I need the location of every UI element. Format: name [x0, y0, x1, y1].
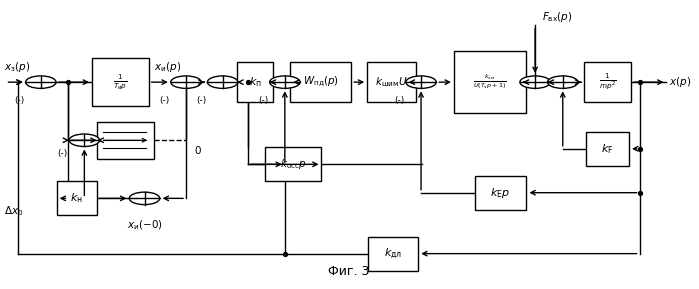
FancyBboxPatch shape — [586, 132, 629, 166]
Circle shape — [270, 76, 300, 88]
Circle shape — [208, 76, 238, 88]
Circle shape — [171, 76, 201, 88]
Text: $k_{\rm осс}p$: $k_{\rm осс}p$ — [280, 157, 307, 171]
FancyBboxPatch shape — [368, 237, 418, 271]
Text: $k_{\rm F}$: $k_{\rm F}$ — [602, 142, 614, 156]
Text: $W_{\rm пд}(p)$: $W_{\rm пд}(p)$ — [303, 75, 339, 89]
FancyBboxPatch shape — [97, 122, 154, 159]
Text: (-): (-) — [57, 149, 68, 158]
Text: $\frac{1}{T_{\rm и}p}$: $\frac{1}{T_{\rm и}p}$ — [113, 72, 128, 92]
Text: $F_{\rm вх}(p)$: $F_{\rm вх}(p)$ — [542, 10, 572, 24]
Text: (-): (-) — [258, 96, 268, 105]
Text: $\Delta x_0$: $\Delta x_0$ — [4, 204, 24, 218]
Circle shape — [406, 76, 436, 88]
Text: $k_{\rm н}$: $k_{\rm н}$ — [71, 191, 83, 205]
FancyBboxPatch shape — [92, 58, 149, 106]
Text: (-): (-) — [394, 96, 405, 105]
FancyBboxPatch shape — [475, 176, 526, 210]
Text: $\frac{k_{\rm эм}}{U(T_{\rm э}p+1)}$: $\frac{k_{\rm эм}}{U(T_{\rm э}p+1)}$ — [473, 73, 507, 91]
Text: Фиг. 3: Фиг. 3 — [328, 265, 369, 278]
Text: $\frac{1}{mp^2}$: $\frac{1}{mp^2}$ — [599, 72, 617, 92]
Text: $x(p)$: $x(p)$ — [668, 75, 691, 89]
FancyBboxPatch shape — [290, 62, 351, 102]
FancyBboxPatch shape — [237, 62, 273, 102]
Circle shape — [547, 76, 578, 88]
Text: $k_{\rm шим}U$: $k_{\rm шим}U$ — [375, 75, 408, 89]
FancyBboxPatch shape — [584, 62, 631, 102]
Text: $k_{\rm дл}$: $k_{\rm дл}$ — [384, 246, 403, 261]
Text: 0: 0 — [194, 146, 201, 156]
Text: (-): (-) — [196, 96, 206, 105]
Text: (-): (-) — [14, 96, 24, 105]
Circle shape — [129, 192, 159, 205]
FancyBboxPatch shape — [454, 51, 526, 113]
FancyBboxPatch shape — [367, 62, 415, 102]
Circle shape — [26, 76, 56, 88]
FancyBboxPatch shape — [57, 181, 96, 215]
Circle shape — [520, 76, 550, 88]
Text: $x_{\rm и}(p)$: $x_{\rm и}(p)$ — [154, 60, 181, 74]
Text: $x_{\rm з}(p)$: $x_{\rm з}(p)$ — [4, 60, 31, 74]
Text: (-): (-) — [159, 96, 169, 105]
Text: $x_{\rm и}(-0)$: $x_{\rm и}(-0)$ — [127, 219, 162, 232]
Text: $k_{\rm п}$: $k_{\rm п}$ — [249, 75, 261, 89]
FancyBboxPatch shape — [265, 147, 322, 181]
Text: $k_{\rm E}p$: $k_{\rm E}p$ — [491, 186, 511, 200]
Circle shape — [69, 134, 99, 147]
